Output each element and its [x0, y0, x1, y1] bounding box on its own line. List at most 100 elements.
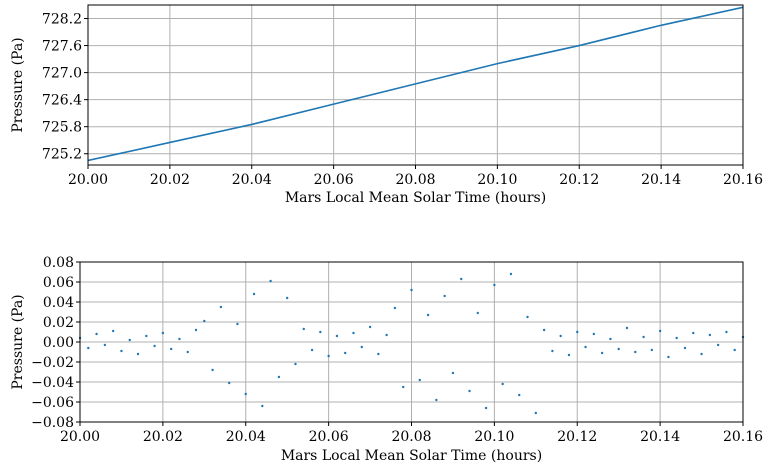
- data-point: [327, 354, 330, 358]
- data-point: [136, 352, 140, 356]
- x-tick-label: 20.08: [395, 172, 435, 188]
- data-point: [153, 344, 156, 348]
- y-tick-label: 725.2: [42, 147, 82, 163]
- data-point: [551, 349, 554, 353]
- data-point: [658, 329, 662, 333]
- data-point: [95, 332, 98, 336]
- data-point: [186, 350, 189, 354]
- data-point: [476, 311, 479, 315]
- x-tick-label: 20.04: [226, 429, 266, 445]
- data-point: [377, 352, 380, 356]
- data-point: [285, 296, 289, 300]
- x-tick-label: 20.14: [641, 172, 681, 188]
- y-tick-label: −0.06: [31, 395, 74, 411]
- data-point: [252, 292, 256, 296]
- data-point: [609, 337, 612, 341]
- data-point: [236, 322, 239, 326]
- y-tick-label: 727.6: [42, 39, 82, 55]
- data-point: [111, 329, 115, 333]
- data-point: [169, 347, 173, 351]
- data-point: [675, 336, 678, 340]
- data-point: [244, 392, 247, 396]
- data-point: [87, 346, 90, 350]
- y-tick-label: 0.08: [43, 255, 74, 271]
- x-tick-label: 20.06: [309, 429, 349, 445]
- data-point: [161, 331, 165, 335]
- data-point: [385, 333, 388, 337]
- data-point: [335, 334, 339, 338]
- data-point: [468, 389, 471, 393]
- data-point: [352, 331, 355, 335]
- x-tick-label: 20.04: [232, 172, 272, 188]
- data-point: [733, 348, 736, 352]
- data-point: [368, 325, 372, 329]
- data-point: [211, 368, 214, 372]
- y-axis-label: Pressure (Pa): [10, 294, 26, 389]
- data-point: [393, 306, 397, 310]
- y-axis-label: Pressure (Pa): [10, 37, 26, 132]
- data-point: [501, 382, 504, 386]
- y-tick-label: 0.06: [43, 275, 74, 291]
- y-tick-label: 0.04: [43, 295, 74, 311]
- data-point: [683, 346, 687, 350]
- x-tick-label: 20.16: [723, 172, 763, 188]
- data-point: [667, 355, 670, 359]
- y-tick-label: −0.04: [31, 375, 74, 391]
- data-point: [443, 294, 446, 298]
- data-point: [584, 345, 587, 349]
- data-point: [418, 378, 421, 382]
- data-point: [310, 348, 314, 352]
- data-point: [451, 371, 455, 375]
- data-point: [410, 288, 413, 292]
- data-point: [509, 272, 513, 276]
- data-point: [559, 334, 562, 338]
- data-point: [708, 333, 712, 337]
- data-point: [203, 319, 206, 323]
- x-tick-label: 20.08: [391, 429, 431, 445]
- x-tick-label: 20.00: [60, 429, 100, 445]
- x-axis-label: Mars Local Mean Solar Time (hours): [281, 448, 542, 464]
- data-point: [567, 353, 571, 357]
- data-point: [103, 343, 107, 347]
- data-point: [493, 283, 496, 287]
- data-point: [360, 345, 363, 349]
- data-point: [716, 343, 720, 347]
- x-tick-label: 20.06: [314, 172, 354, 188]
- data-point: [534, 411, 538, 415]
- x-tick-label: 20.10: [477, 172, 517, 188]
- y-tick-label: 727.0: [42, 66, 82, 82]
- data-point: [294, 362, 297, 366]
- x-tick-label: 20.02: [150, 172, 190, 188]
- y-tick-label: 725.8: [42, 120, 82, 136]
- y-tick-label: 728.2: [42, 12, 82, 28]
- data-point: [600, 351, 604, 355]
- y-tick-label: −0.08: [31, 415, 74, 431]
- y-tick-label: −0.02: [31, 355, 74, 371]
- data-point: [692, 331, 695, 335]
- data-point: [269, 279, 272, 283]
- data-point: [319, 330, 322, 334]
- data-point: [634, 350, 637, 354]
- data-point: [261, 404, 264, 408]
- data-point: [120, 349, 123, 353]
- data-point: [194, 328, 198, 332]
- data-point: [128, 338, 131, 342]
- x-tick-label: 20.12: [559, 172, 599, 188]
- data-line: [88, 6, 743, 162]
- data-point: [625, 326, 629, 330]
- axes-frame: [79, 261, 744, 423]
- x-tick-label: 20.12: [557, 429, 597, 445]
- data-point: [518, 393, 521, 397]
- data-point: [542, 328, 546, 332]
- data-point: [227, 381, 231, 385]
- data-point: [460, 277, 463, 281]
- data-point: [302, 327, 305, 331]
- data-point: [592, 332, 596, 336]
- data-point: [435, 398, 438, 402]
- x-tick-label: 20.16: [723, 429, 763, 445]
- data-point: [178, 337, 181, 341]
- data-point: [617, 347, 620, 351]
- data-point: [145, 334, 148, 338]
- x-tick-label: 20.14: [640, 429, 680, 445]
